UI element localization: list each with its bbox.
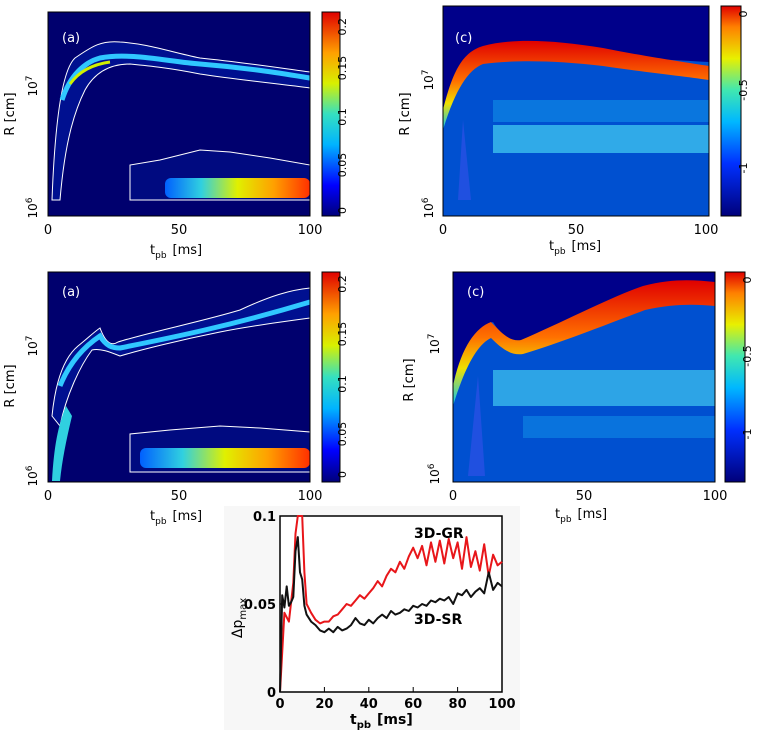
x-tick: 0 (44, 489, 52, 504)
line-plot-panel: 0 20 40 60 80 100 0 0.05 0.1 3D-GR 3D-SR Δpmax t… (224, 506, 520, 730)
series-line-3d-gr (279, 515, 503, 693)
panel-label: (c) (467, 285, 484, 300)
x-axis-label: tpb [ms] (350, 712, 413, 730)
colorbar (321, 11, 341, 217)
y-tick: 107 (421, 69, 436, 90)
colorbar-tick: 0.1 (336, 108, 349, 126)
x-tick: 50 (576, 489, 593, 504)
y-axis-label: R [cm] (402, 358, 417, 401)
x-tick: 0 (439, 223, 447, 238)
y-tick: 106 (421, 197, 436, 218)
y-tick: 107 (25, 75, 40, 96)
x-tick: 50 (171, 489, 188, 504)
panel-label: (a) (62, 31, 80, 46)
y-axis-label: R [cm] (3, 92, 18, 135)
colorbar-tick: 0 (336, 207, 349, 214)
colorbar-tick: 0 (741, 277, 754, 284)
colorbar-tick: 0 (336, 471, 349, 478)
colorbar-tick: 0.15 (336, 56, 349, 81)
colorbar-tick: 0.05 (336, 153, 349, 178)
colorbar (720, 5, 742, 217)
x-tick: 100 (694, 223, 719, 238)
legend-entry: 3D-GR (414, 526, 464, 542)
panel-label: (c) (455, 31, 472, 46)
colorbar-tick: -1 (741, 429, 754, 440)
x-tick: 50 (171, 223, 188, 238)
y-tick: 107 (427, 333, 442, 354)
colorbar-tick: 0.2 (336, 275, 349, 293)
y-tick: 106 (25, 465, 40, 486)
panel-label: (a) (62, 285, 80, 300)
x-axis-label: tpb [ms] (555, 507, 607, 525)
hot-band (165, 178, 310, 198)
colorbar-tick: -0.5 (737, 79, 750, 100)
plot-area (279, 515, 503, 693)
y-tick: 106 (25, 197, 40, 218)
x-tick: 100 (703, 489, 728, 504)
x-tick-label: 80 (449, 697, 467, 712)
x-tick: 0 (449, 489, 457, 504)
colorbar-tick: -0.5 (741, 345, 754, 366)
x-axis-label: tpb [ms] (150, 243, 202, 261)
heatmap-panel-mid-left: 0.2 0.15 0.1 0.05 0 (a) R [cm] 107 106 0… (3, 271, 349, 527)
colorbar-tick: 0.05 (336, 422, 349, 447)
x-tick: 50 (568, 223, 585, 238)
colorbar-tick: 0.2 (336, 18, 349, 36)
legend-entry: 3D-SR (414, 612, 463, 628)
heatmap-panel-mid-right: 0 -0.5 -1 (c) R [cm] 107 106 0 50 100 tp… (402, 271, 754, 525)
colorbar (724, 271, 746, 483)
y-axis-label: Δpmax (230, 598, 249, 638)
x-tick: 100 (298, 489, 323, 504)
x-tick-label: 100 (488, 697, 515, 712)
x-tick-label: 60 (404, 697, 422, 712)
y-tick: 106 (427, 463, 442, 484)
heatmap-panel-top-right: 0 -0.5 -1 (c) R [cm] 107 106 0 50 100 tp… (398, 5, 750, 257)
series-line-3d-sr (279, 536, 503, 693)
y-tick-label: 0.1 (253, 510, 276, 525)
y-tick-label: 0 (267, 686, 276, 701)
x-tick: 0 (44, 223, 52, 238)
y-axis-label: R [cm] (398, 92, 413, 135)
x-tick: 100 (298, 223, 323, 238)
y-tick-label: 0.05 (244, 598, 276, 613)
x-tick-label: 0 (275, 697, 284, 712)
colorbar-tick: 0.15 (336, 322, 349, 347)
x-tick-label: 20 (315, 697, 333, 712)
colorbar-tick: 0.1 (336, 375, 349, 393)
x-axis-label: tpb [ms] (150, 509, 202, 527)
y-tick: 107 (25, 335, 40, 356)
hot-band (140, 448, 310, 468)
y-axis-label: R [cm] (3, 364, 18, 407)
x-axis-label: tpb [ms] (549, 239, 601, 257)
colorbar (321, 271, 341, 483)
x-tick-label: 40 (360, 697, 378, 712)
colorbar-tick: 0 (737, 11, 750, 18)
heatmap-panel-top-left: 0.2 0.15 0.1 0.05 0 (a) R [cm] 107 106 0… (3, 11, 349, 261)
colorbar-tick: -1 (737, 163, 750, 174)
